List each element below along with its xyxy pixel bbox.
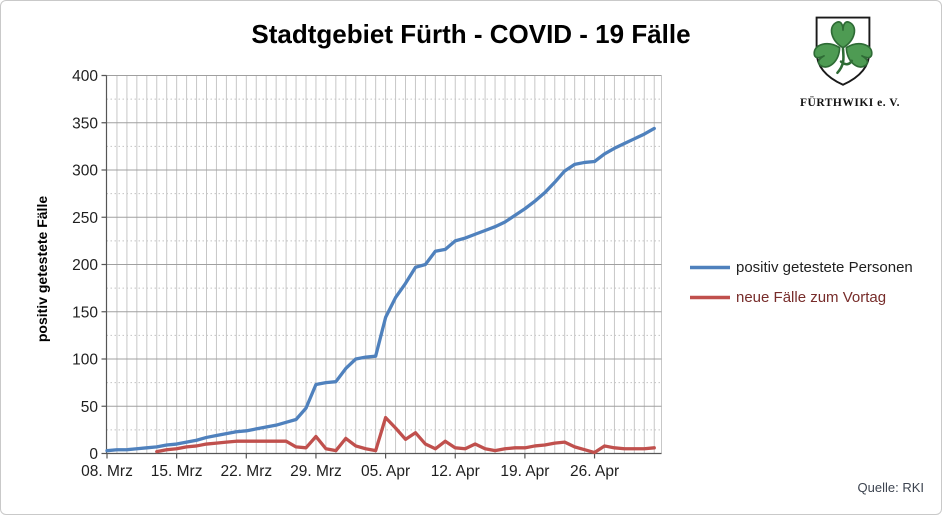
svg-text:12. Apr: 12. Apr	[431, 463, 480, 480]
svg-text:08. Mrz: 08. Mrz	[81, 463, 133, 480]
svg-text:22. Mrz: 22. Mrz	[220, 463, 272, 480]
logo-caption: FÜRTHWIKI e. V.	[800, 97, 900, 109]
series-1	[155, 415, 656, 455]
x-tick-labels: 08. Mrz 15. Mrz 22. Mrz 29. Mrz 05. Apr 12. A…	[81, 463, 619, 480]
svg-text:29. Mrz: 29. Mrz	[290, 463, 342, 480]
y-axis-title: positiv getestete Fälle	[34, 195, 50, 343]
svg-text:150: 150	[72, 304, 98, 321]
svg-text:15. Mrz: 15. Mrz	[151, 463, 203, 480]
svg-text:300: 300	[72, 163, 98, 180]
minor-gridlines	[106, 98, 662, 431]
source-note: Quelle: RKI	[857, 480, 924, 495]
y-tick-labels: 0 50 100 150 200 250 300 350 400	[72, 68, 98, 463]
legend-item-positiv: positiv getestete Personen	[689, 259, 913, 276]
legend-line-positiv-icon	[690, 265, 730, 270]
shield-clover-icon	[813, 16, 873, 86]
svg-text:50: 50	[81, 399, 99, 416]
legend-line-neue-faelle-icon	[690, 295, 730, 300]
clover-stem	[836, 47, 854, 75]
legend-item-neue-faelle: neue Fälle zum Vortag	[689, 289, 886, 306]
chart-title: Stadtgebiet Fürth - COVID - 19 Fälle	[251, 19, 691, 49]
svg-text:350: 350	[72, 115, 98, 132]
series-0	[105, 126, 656, 453]
svg-text:100: 100	[72, 352, 98, 369]
svg-text:26. Apr: 26. Apr	[570, 463, 619, 480]
svg-text:250: 250	[72, 210, 98, 227]
svg-text:05. Apr: 05. Apr	[361, 463, 410, 480]
svg-text:200: 200	[72, 257, 98, 274]
axes	[101, 74, 662, 459]
svg-text:0: 0	[89, 446, 98, 463]
svg-text:19. Apr: 19. Apr	[500, 463, 549, 480]
legend-label-positiv: positiv getestete Personen	[736, 259, 913, 276]
svg-text:400: 400	[72, 68, 98, 85]
legend-label-neue-faelle: neue Fälle zum Vortag	[736, 289, 887, 306]
major-gridlines	[106, 75, 662, 407]
fuerthwiki-logo: FÜRTHWIKI e. V.	[800, 15, 900, 109]
